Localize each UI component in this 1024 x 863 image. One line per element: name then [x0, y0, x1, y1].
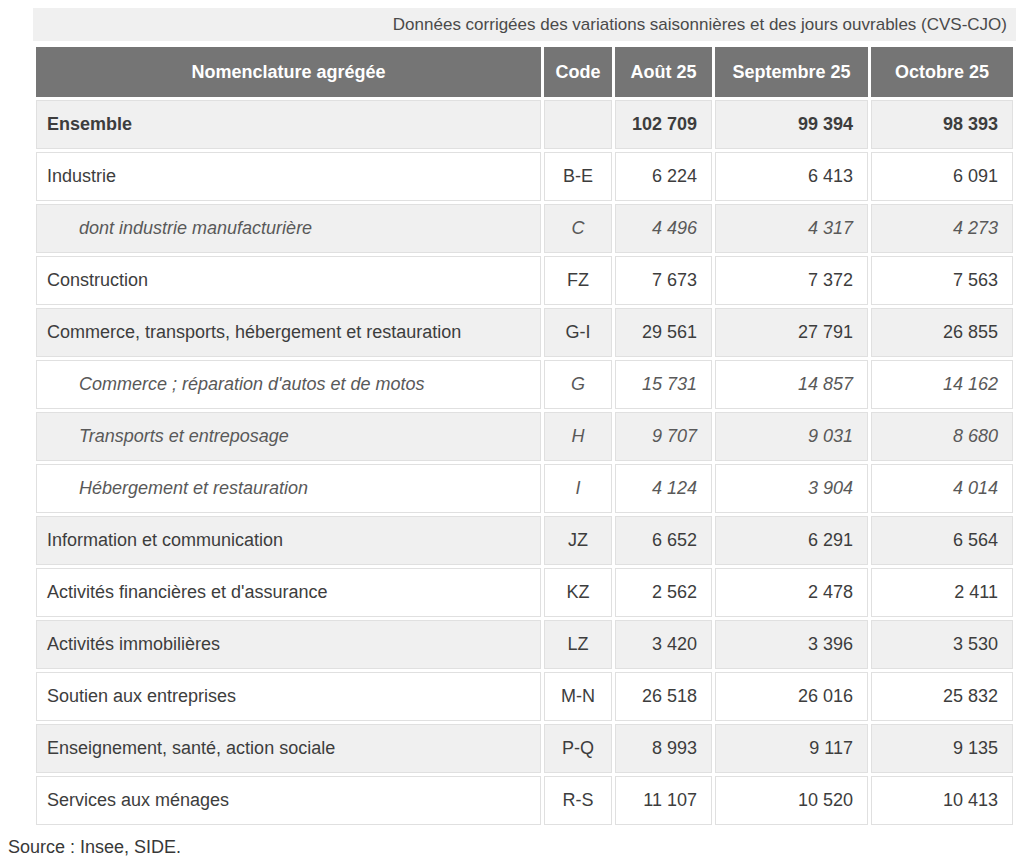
row-label: Construction [36, 256, 541, 305]
row-value: 3 904 [715, 464, 868, 513]
row-value: 9 117 [715, 724, 868, 773]
row-value: 25 832 [871, 672, 1013, 721]
table-row: dont industrie manufacturièreC4 4964 317… [36, 204, 1013, 253]
table-row: Hébergement et restaurationI4 1243 9044 … [36, 464, 1013, 513]
row-label: Information et communication [36, 516, 541, 565]
row-value: 102 709 [615, 100, 712, 149]
row-value: 15 731 [615, 360, 712, 409]
row-value: 26 518 [615, 672, 712, 721]
row-value: 8 993 [615, 724, 712, 773]
row-value: 6 413 [715, 152, 868, 201]
row-label: Commerce ; réparation d'autos et de moto… [36, 360, 541, 409]
row-code: C [544, 204, 612, 253]
row-value: 27 791 [715, 308, 868, 357]
row-value: 2 411 [871, 568, 1013, 617]
row-code: G [544, 360, 612, 409]
row-value: 14 857 [715, 360, 868, 409]
table-row: Ensemble 102 70999 39498 393 [36, 100, 1013, 149]
row-label: Activités financières et d'assurance [36, 568, 541, 617]
row-value: 6 091 [871, 152, 1013, 201]
row-label: Transports et entreposage [36, 412, 541, 461]
row-code: P-Q [544, 724, 612, 773]
row-label: Hébergement et restauration [36, 464, 541, 513]
row-code: FZ [544, 256, 612, 305]
row-code: JZ [544, 516, 612, 565]
row-label: Soutien aux entreprises [36, 672, 541, 721]
row-label: Enseignement, santé, action sociale [36, 724, 541, 773]
row-value: 2 478 [715, 568, 868, 617]
row-value: 6 291 [715, 516, 868, 565]
row-value: 6 564 [871, 516, 1013, 565]
row-code: H [544, 412, 612, 461]
row-value: 99 394 [715, 100, 868, 149]
row-value: 9 707 [615, 412, 712, 461]
row-label: Ensemble [36, 100, 541, 149]
table-row: Enseignement, santé, action socialeP-Q8 … [36, 724, 1013, 773]
row-value: 2 562 [615, 568, 712, 617]
row-value: 3 530 [871, 620, 1013, 669]
row-value: 3 420 [615, 620, 712, 669]
row-value: 4 124 [615, 464, 712, 513]
table-row: Activités immobilièresLZ3 4203 3963 530 [36, 620, 1013, 669]
header-row: Nomenclature agrégée Code Août 25 Septem… [36, 47, 1013, 97]
col-header-august: Août 25 [615, 47, 712, 97]
row-code: M-N [544, 672, 612, 721]
row-label: Commerce, transports, hébergement et res… [36, 308, 541, 357]
page: Données corrigées des variations saisonn… [0, 0, 1024, 863]
row-value: 3 396 [715, 620, 868, 669]
row-value: 4 317 [715, 204, 868, 253]
table-row: ConstructionFZ7 6737 3727 563 [36, 256, 1013, 305]
table-caption: Données corrigées des variations saisonn… [33, 8, 1016, 41]
table-row: Soutien aux entreprisesM-N26 51826 01625… [36, 672, 1013, 721]
row-value: 7 673 [615, 256, 712, 305]
table-row: Information et communicationJZ6 6526 291… [36, 516, 1013, 565]
row-code: R-S [544, 776, 612, 825]
table-row: Activités financières et d'assuranceKZ2 … [36, 568, 1013, 617]
col-header-nomenclature: Nomenclature agrégée [36, 47, 541, 97]
row-value: 6 652 [615, 516, 712, 565]
col-header-september: Septembre 25 [715, 47, 868, 97]
row-code: KZ [544, 568, 612, 617]
row-value: 7 372 [715, 256, 868, 305]
table-row: Transports et entreposageH9 7079 0318 68… [36, 412, 1013, 461]
col-header-october: Octobre 25 [871, 47, 1013, 97]
row-label: Activités immobilières [36, 620, 541, 669]
row-label: dont industrie manufacturière [36, 204, 541, 253]
row-value: 11 107 [615, 776, 712, 825]
row-value: 6 224 [615, 152, 712, 201]
row-label: Services aux ménages [36, 776, 541, 825]
table-row: Services aux ménagesR-S11 10710 52010 41… [36, 776, 1013, 825]
row-value: 14 162 [871, 360, 1013, 409]
row-value: 10 520 [715, 776, 868, 825]
table-row: IndustrieB-E6 2246 4136 091 [36, 152, 1013, 201]
row-value: 8 680 [871, 412, 1013, 461]
row-code: B-E [544, 152, 612, 201]
row-code: I [544, 464, 612, 513]
data-table: Nomenclature agrégée Code Août 25 Septem… [33, 44, 1016, 828]
row-code: G-I [544, 308, 612, 357]
row-code [544, 100, 612, 149]
row-label: Industrie [36, 152, 541, 201]
row-value: 4 273 [871, 204, 1013, 253]
row-value: 9 031 [715, 412, 868, 461]
row-value: 4 496 [615, 204, 712, 253]
row-code: LZ [544, 620, 612, 669]
row-value: 7 563 [871, 256, 1013, 305]
row-value: 98 393 [871, 100, 1013, 149]
row-value: 26 855 [871, 308, 1013, 357]
row-value: 10 413 [871, 776, 1013, 825]
row-value: 26 016 [715, 672, 868, 721]
table-row: Commerce ; réparation d'autos et de moto… [36, 360, 1013, 409]
source-note: Source : Insee, SIDE. [8, 837, 1016, 858]
col-header-code: Code [544, 47, 612, 97]
table-row: Commerce, transports, hébergement et res… [36, 308, 1013, 357]
row-value: 4 014 [871, 464, 1013, 513]
row-value: 9 135 [871, 724, 1013, 773]
row-value: 29 561 [615, 308, 712, 357]
